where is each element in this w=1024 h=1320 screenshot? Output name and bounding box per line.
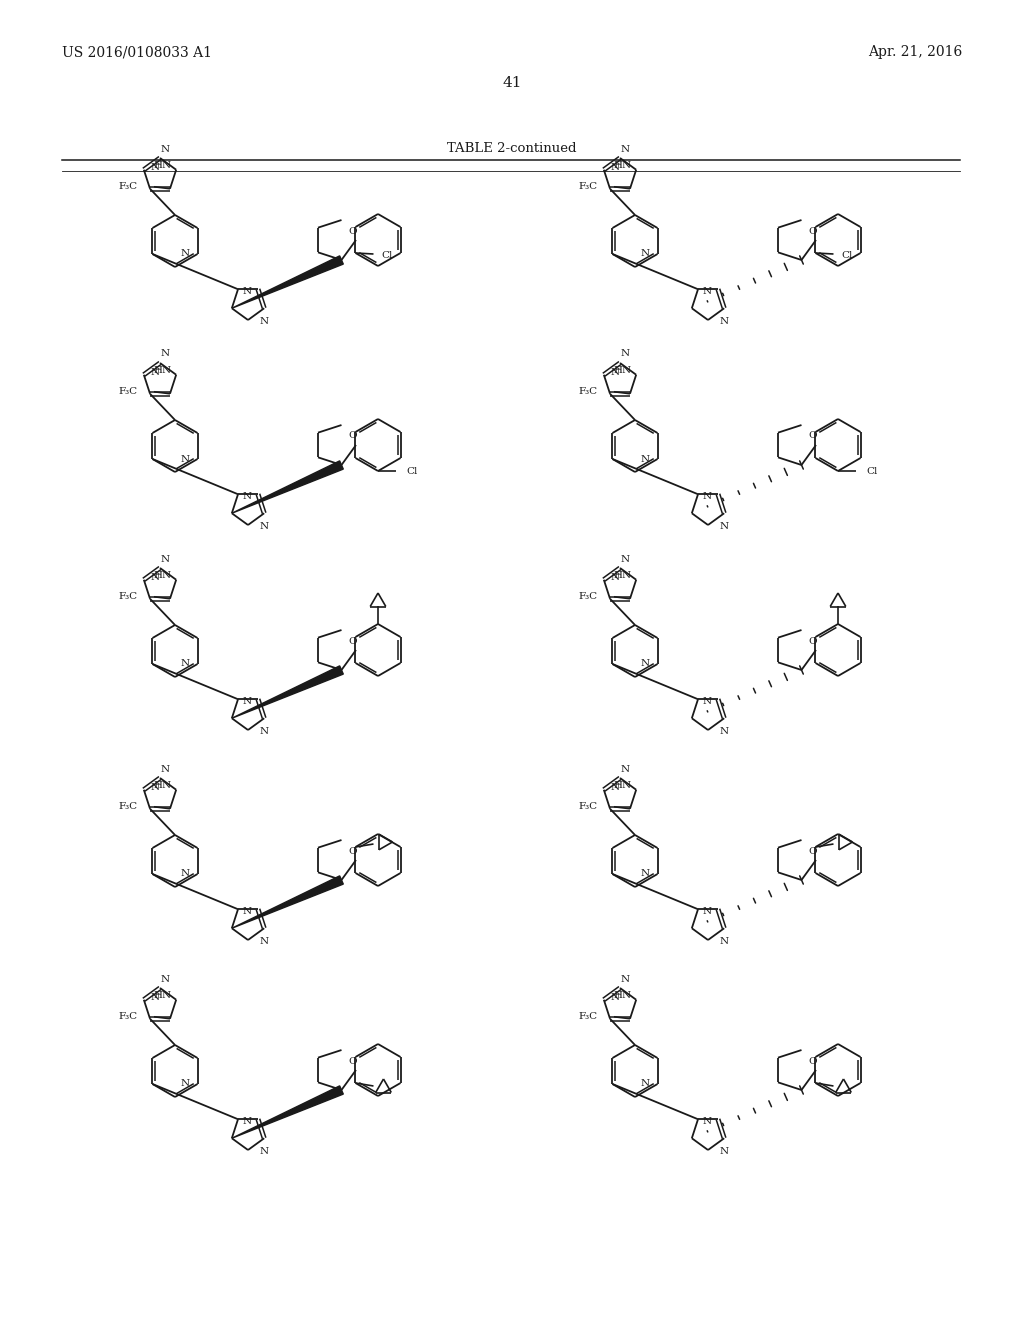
Text: N: N bbox=[611, 783, 620, 792]
Text: F₃C: F₃C bbox=[579, 387, 598, 396]
Text: N: N bbox=[702, 492, 712, 500]
Text: N: N bbox=[180, 1080, 189, 1089]
Text: Cl: Cl bbox=[382, 251, 393, 260]
Text: F₃C: F₃C bbox=[119, 1012, 138, 1022]
Text: O: O bbox=[349, 432, 357, 441]
Text: N: N bbox=[243, 697, 252, 706]
Text: N: N bbox=[640, 1080, 649, 1089]
Text: N: N bbox=[161, 554, 170, 564]
Text: F₃C: F₃C bbox=[119, 182, 138, 191]
Polygon shape bbox=[231, 665, 343, 718]
Text: N: N bbox=[260, 523, 268, 531]
Text: N: N bbox=[640, 249, 649, 259]
Text: N: N bbox=[720, 317, 729, 326]
Text: HN: HN bbox=[613, 366, 631, 375]
Text: N: N bbox=[161, 144, 170, 153]
Text: N: N bbox=[621, 974, 630, 983]
Text: N: N bbox=[260, 317, 268, 326]
Text: F₃C: F₃C bbox=[119, 593, 138, 601]
Text: US 2016/0108033 A1: US 2016/0108033 A1 bbox=[62, 45, 212, 59]
Text: N: N bbox=[640, 454, 649, 463]
Text: 41: 41 bbox=[502, 77, 522, 90]
Text: N: N bbox=[702, 697, 712, 706]
Text: N: N bbox=[621, 554, 630, 564]
Text: N: N bbox=[260, 1147, 268, 1156]
Text: N: N bbox=[243, 286, 252, 296]
Text: HN: HN bbox=[613, 161, 631, 170]
Text: N: N bbox=[243, 907, 252, 916]
Text: Apr. 21, 2016: Apr. 21, 2016 bbox=[867, 45, 962, 59]
Text: F₃C: F₃C bbox=[579, 593, 598, 601]
Text: HN: HN bbox=[613, 991, 631, 1001]
Text: N: N bbox=[151, 164, 160, 172]
Text: N: N bbox=[151, 993, 160, 1002]
Text: HN: HN bbox=[153, 161, 171, 170]
Text: HN: HN bbox=[153, 572, 171, 581]
Text: N: N bbox=[180, 454, 189, 463]
Text: N: N bbox=[621, 144, 630, 153]
Text: TABLE 2-continued: TABLE 2-continued bbox=[447, 141, 577, 154]
Text: N: N bbox=[243, 1117, 252, 1126]
Text: N: N bbox=[161, 350, 170, 359]
Text: N: N bbox=[611, 993, 620, 1002]
Text: N: N bbox=[151, 573, 160, 582]
Text: Cl: Cl bbox=[866, 466, 878, 475]
Text: HN: HN bbox=[613, 572, 631, 581]
Text: N: N bbox=[720, 1147, 729, 1156]
Text: N: N bbox=[611, 164, 620, 172]
Text: O: O bbox=[809, 1056, 817, 1065]
Text: N: N bbox=[180, 249, 189, 259]
Text: N: N bbox=[161, 974, 170, 983]
Polygon shape bbox=[231, 1086, 343, 1138]
Text: N: N bbox=[702, 907, 712, 916]
Text: N: N bbox=[260, 727, 268, 737]
Text: O: O bbox=[349, 846, 357, 855]
Polygon shape bbox=[231, 461, 343, 513]
Text: O: O bbox=[809, 432, 817, 441]
Text: N: N bbox=[720, 937, 729, 946]
Text: O: O bbox=[809, 846, 817, 855]
Text: N: N bbox=[621, 764, 630, 774]
Text: Cl: Cl bbox=[406, 466, 418, 475]
Text: N: N bbox=[151, 368, 160, 378]
Text: F₃C: F₃C bbox=[579, 1012, 598, 1022]
Text: O: O bbox=[349, 227, 357, 235]
Text: N: N bbox=[702, 1117, 712, 1126]
Text: N: N bbox=[180, 870, 189, 879]
Text: N: N bbox=[260, 937, 268, 946]
Text: N: N bbox=[611, 368, 620, 378]
Text: HN: HN bbox=[153, 366, 171, 375]
Text: N: N bbox=[720, 523, 729, 531]
Text: N: N bbox=[151, 783, 160, 792]
Text: N: N bbox=[621, 350, 630, 359]
Text: O: O bbox=[349, 1056, 357, 1065]
Polygon shape bbox=[231, 876, 343, 928]
Text: N: N bbox=[640, 870, 649, 879]
Text: F₃C: F₃C bbox=[579, 182, 598, 191]
Text: F₃C: F₃C bbox=[119, 387, 138, 396]
Text: Cl: Cl bbox=[842, 251, 853, 260]
Text: N: N bbox=[720, 727, 729, 737]
Text: O: O bbox=[809, 636, 817, 645]
Polygon shape bbox=[231, 256, 343, 309]
Text: N: N bbox=[243, 492, 252, 500]
Text: HN: HN bbox=[153, 991, 171, 1001]
Text: N: N bbox=[611, 573, 620, 582]
Text: F₃C: F₃C bbox=[579, 803, 598, 812]
Text: N: N bbox=[180, 660, 189, 668]
Text: F₃C: F₃C bbox=[119, 803, 138, 812]
Text: HN: HN bbox=[153, 781, 171, 791]
Text: N: N bbox=[161, 764, 170, 774]
Text: N: N bbox=[640, 660, 649, 668]
Text: O: O bbox=[349, 636, 357, 645]
Text: O: O bbox=[809, 227, 817, 235]
Text: HN: HN bbox=[613, 781, 631, 791]
Text: N: N bbox=[702, 286, 712, 296]
